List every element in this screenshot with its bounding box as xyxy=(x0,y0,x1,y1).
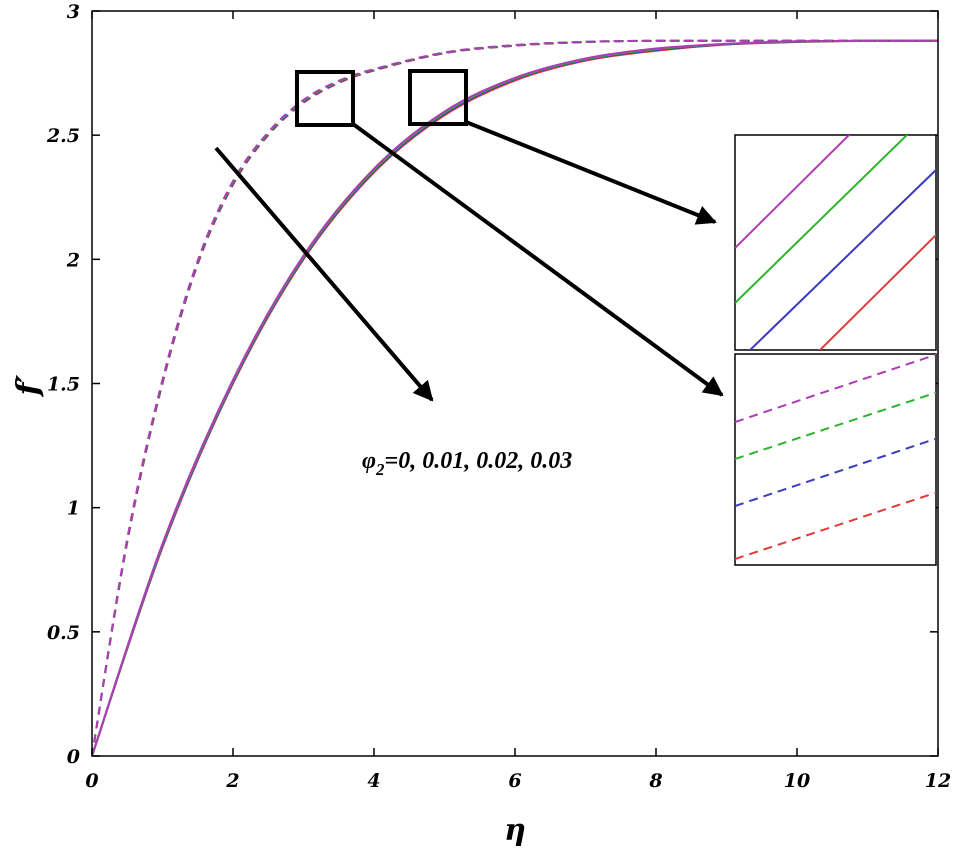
phi-symbol: φ xyxy=(362,448,376,474)
inset-solid-line xyxy=(818,233,936,350)
zoom-box-solid xyxy=(408,69,468,126)
inset-dashed-line xyxy=(735,391,936,460)
y-tick-label: 2.5 xyxy=(46,125,80,147)
inset-dashed-line xyxy=(735,491,936,560)
x-tick-label: 4 xyxy=(367,770,380,792)
x-tick-label: 12 xyxy=(925,770,951,792)
inset-solid-line xyxy=(735,135,909,304)
phi-subscript: 2 xyxy=(375,460,385,479)
y-tick-label: 3 xyxy=(67,1,80,23)
x-tick-label: 2 xyxy=(225,770,239,792)
inset-solid-line xyxy=(735,135,851,249)
x-tick-label: 8 xyxy=(648,770,662,792)
y-tick-label: 0.5 xyxy=(47,622,80,644)
y-tick-label: 2 xyxy=(66,249,80,271)
inset-solid-line xyxy=(748,168,936,350)
y-tick-label: 1.5 xyxy=(47,374,80,396)
y-axis-label: f′ xyxy=(11,375,46,398)
series-line-dashed-7 xyxy=(92,39,938,756)
x-axis-label: η xyxy=(504,813,526,848)
inset-dashed-line xyxy=(735,437,936,507)
inset-dashed-zoom xyxy=(734,353,937,566)
phi2-annotation: φ2=0, 0.01, 0.02, 0.03 xyxy=(362,448,572,479)
zoom-box-dashed xyxy=(295,70,355,127)
arrow-phi-trend xyxy=(214,146,434,402)
x-tick-label: 6 xyxy=(508,770,521,792)
phi-values: =0, 0.01, 0.02, 0.03 xyxy=(385,448,573,474)
arrow-zoom-dashed xyxy=(351,122,724,397)
y-tick-label: 0 xyxy=(67,746,80,768)
y-tick-label: 1 xyxy=(67,498,80,520)
arrow-zoom-solid xyxy=(465,120,717,225)
curves-layer xyxy=(92,39,938,756)
x-tick-label: 10 xyxy=(784,770,810,792)
inset-solid-zoom xyxy=(734,134,937,351)
inset-dashed-line xyxy=(735,354,936,423)
x-tick-label: 0 xyxy=(85,770,98,792)
axis-ticks: 0 2 4 6 8 10 12 0 0.5 1 1.5 2 2.5 3 xyxy=(46,1,951,792)
